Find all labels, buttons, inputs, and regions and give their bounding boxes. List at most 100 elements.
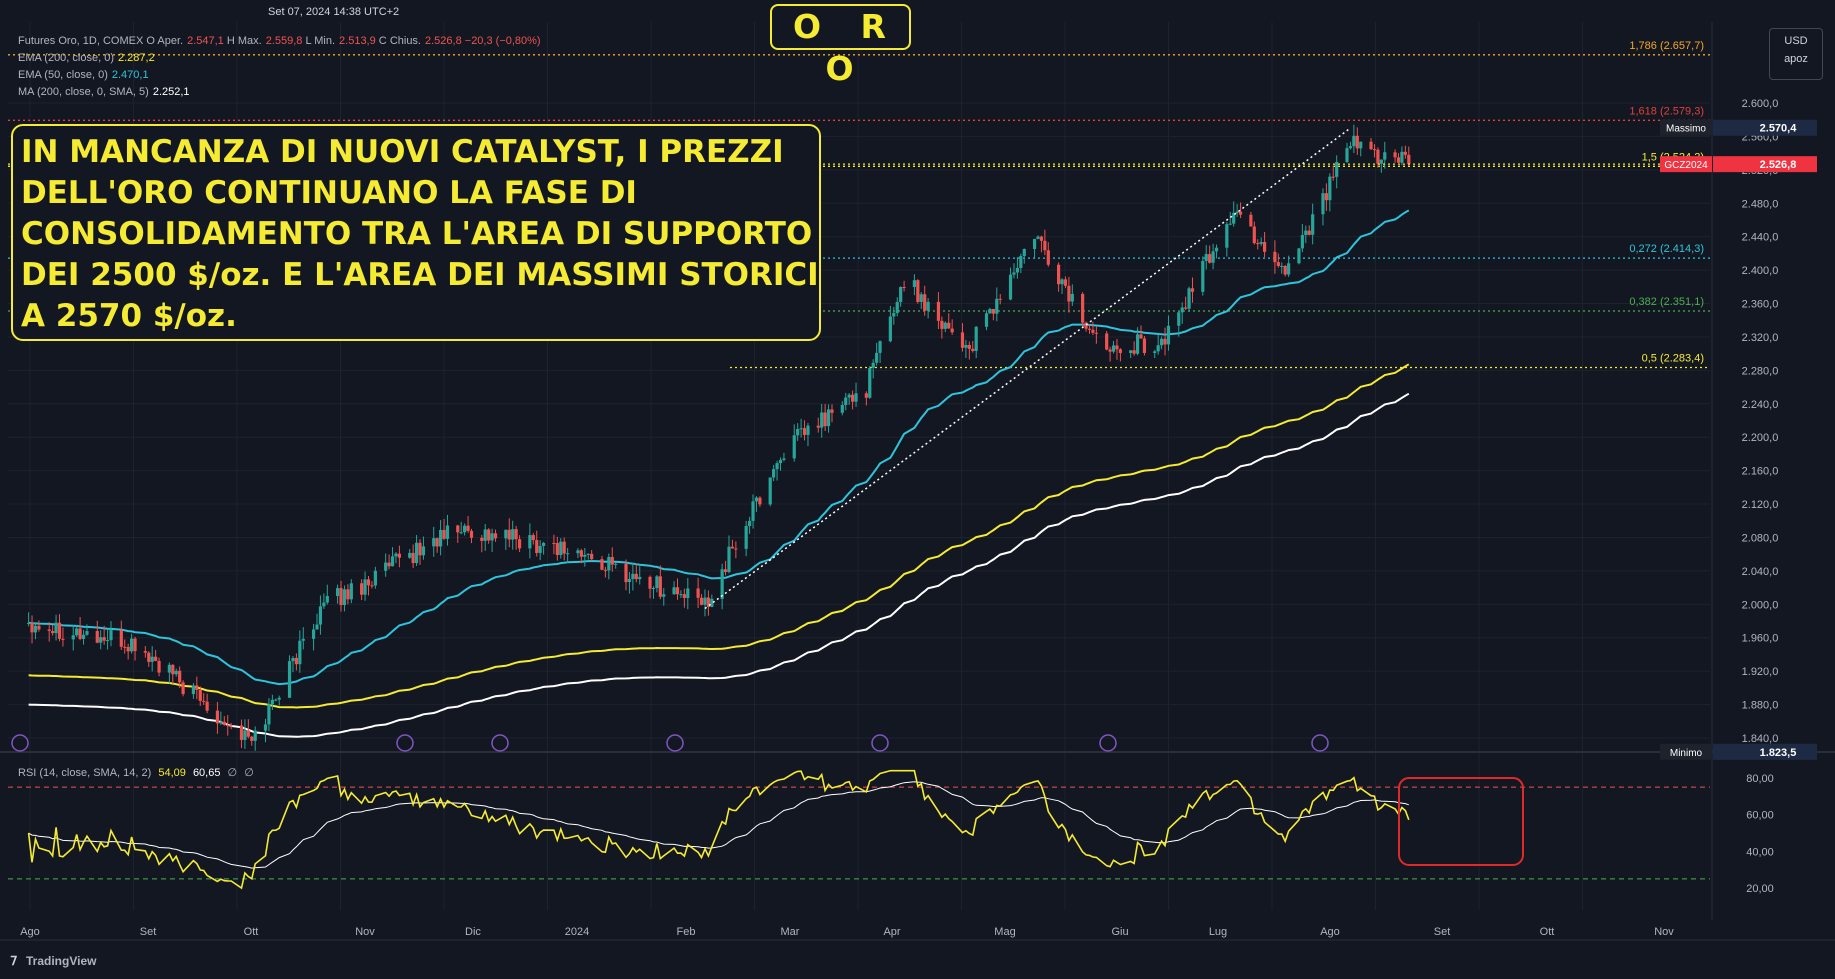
candle-body xyxy=(696,588,700,598)
candle-body xyxy=(768,477,772,505)
fib-level-label: 1,618 (2.579,3) xyxy=(1629,105,1704,117)
candle-body xyxy=(301,638,305,641)
candle-body xyxy=(528,535,532,549)
candle-body xyxy=(1012,272,1016,275)
candle-body xyxy=(971,348,975,351)
candle-body xyxy=(871,362,875,368)
time-tick-label: Nov xyxy=(1654,926,1674,938)
candle-body xyxy=(840,404,844,413)
candle-body xyxy=(1345,148,1349,162)
candle-body xyxy=(487,529,491,541)
candle-body xyxy=(947,322,951,329)
candle-body xyxy=(1328,176,1332,201)
candle-body xyxy=(998,298,1002,300)
candle-body xyxy=(734,548,738,550)
candle-body xyxy=(1252,226,1256,244)
candle-body xyxy=(1046,250,1050,265)
candle-body xyxy=(826,409,831,427)
candle-body xyxy=(844,397,848,405)
candle-body xyxy=(205,701,209,711)
currency-unit: apoz xyxy=(1784,53,1808,65)
candle-body xyxy=(1105,333,1109,350)
chart-title-box: O R O xyxy=(770,4,911,88)
annotation-textbox: IN MANCANZA DI NUOVI CATALYST, I PREZZI … xyxy=(11,124,821,341)
candle-body xyxy=(150,656,154,662)
candle-body xyxy=(682,594,686,598)
candle-body xyxy=(54,622,58,634)
candle-body xyxy=(517,539,522,549)
candle-body xyxy=(1249,214,1253,227)
candle-body xyxy=(178,670,182,683)
legend-ema200[interactable]: EMA (200, close, 0) 2.287,2 xyxy=(18,52,155,64)
candle-body xyxy=(943,322,947,329)
candle-body xyxy=(1032,238,1037,250)
candle-body xyxy=(27,622,31,624)
candle-body xyxy=(1355,135,1359,149)
time-tick-label: Feb xyxy=(677,926,696,938)
legend-ema50[interactable]: EMA (50, close, 0) 2.470,1 xyxy=(18,69,149,81)
candle-body xyxy=(1111,345,1116,352)
candle-body xyxy=(940,320,944,329)
candle-body xyxy=(435,538,439,547)
price-tick-label: 2.040,0 xyxy=(1742,566,1779,578)
candle-body xyxy=(1379,159,1383,164)
rsi-tick-label: 60,00 xyxy=(1746,810,1774,822)
candle-body xyxy=(586,553,590,555)
candle-body xyxy=(651,588,656,590)
rsi-pane: 80,00 60,00 40,00 20,00 xyxy=(8,769,1774,895)
candle-body xyxy=(751,501,755,521)
candle-body xyxy=(679,594,683,596)
candle-body xyxy=(936,301,941,321)
candle-body xyxy=(366,579,371,586)
candle-body xyxy=(1094,332,1098,334)
candle-body xyxy=(559,541,563,556)
candle-body xyxy=(950,328,954,333)
candle-body xyxy=(1235,211,1239,213)
candle-body xyxy=(1228,223,1232,225)
candle-body xyxy=(723,569,728,573)
candle-body xyxy=(1369,141,1373,150)
candle-body xyxy=(154,656,158,661)
candle-body xyxy=(222,721,226,725)
candle-body xyxy=(672,587,676,595)
candle-body xyxy=(600,559,604,570)
candle-body xyxy=(1008,274,1013,300)
tradingview-logo[interactable]: 𝟩 TradingView xyxy=(10,954,97,968)
ohlc-low: L Min. 2.513,9 xyxy=(305,35,376,47)
candle-body xyxy=(1022,249,1026,256)
price-tick-label: 2.280,0 xyxy=(1742,365,1779,377)
candle-body xyxy=(658,576,662,597)
candle-body xyxy=(85,631,89,635)
candle-body xyxy=(387,562,391,567)
candle-body xyxy=(432,538,436,547)
legend-main-row[interactable]: Futures Oro, 1D, COMEX O Aper. 2.547,1 H … xyxy=(18,35,541,47)
last-price-tag xyxy=(1713,156,1817,173)
candle-body xyxy=(33,625,38,633)
candle-body xyxy=(662,594,666,597)
currency-selector[interactable]: USD apoz xyxy=(1769,28,1823,80)
time-tick-label: Lug xyxy=(1209,926,1227,938)
candle-body xyxy=(895,302,899,314)
candle-body xyxy=(778,459,783,464)
candle-body xyxy=(796,429,800,436)
candle-body xyxy=(480,537,484,541)
tradingview-icon: 𝟩 xyxy=(10,954,18,968)
legend-ma200[interactable]: MA (200, close, 0, SMA, 5) 2.252,1 xyxy=(18,86,190,98)
candle-body xyxy=(109,630,113,641)
candle-body xyxy=(555,543,559,556)
candle-body xyxy=(816,425,820,428)
candle-body xyxy=(1201,260,1205,292)
legend-rsi[interactable]: RSI (14, close, SMA, 14, 2) 54,09 60,65 … xyxy=(18,767,254,779)
price-tick-label: 2.120,0 xyxy=(1742,499,1779,511)
candle-body xyxy=(823,412,827,427)
candle-body xyxy=(1177,312,1181,326)
max-price-tag xyxy=(1713,119,1817,136)
fib-level-label: 1,786 (2.657,7) xyxy=(1629,40,1704,52)
candle-body xyxy=(167,664,171,673)
price-tick-label: 2.440,0 xyxy=(1742,232,1779,244)
candle-body xyxy=(730,546,735,549)
candle-body xyxy=(706,597,710,607)
candle-body xyxy=(195,685,199,690)
candle-body xyxy=(363,579,367,595)
